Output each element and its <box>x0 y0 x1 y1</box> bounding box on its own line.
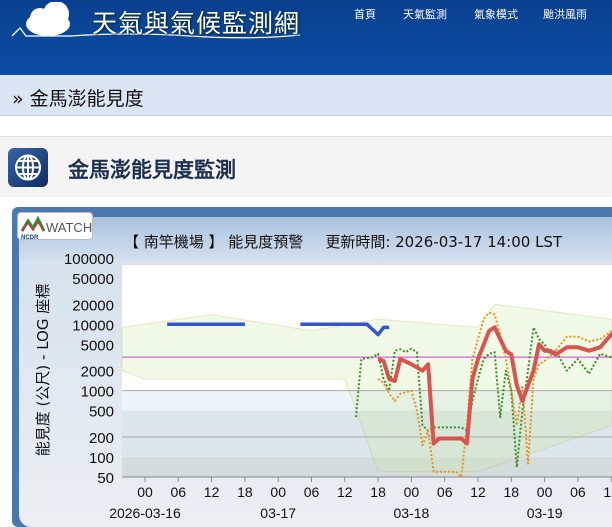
x-tick-label: 00 <box>537 484 553 500</box>
y-tick-label: 20000 <box>72 297 114 314</box>
site-header: 天氣與氣候監測網 首頁 天氣監測 氣象模式 颱洪風雨 <box>0 0 612 75</box>
band-100 <box>122 457 612 477</box>
y-tick-label: 500 <box>89 404 114 421</box>
globe-icon <box>8 148 48 187</box>
nav-weather-model[interactable]: 氣象模式 <box>474 8 518 21</box>
station-name: 【 南竿機場 】 能見度預警 <box>124 233 304 251</box>
y-tick-label: 100000 <box>64 251 114 268</box>
x-tick-label: 12 <box>337 484 353 500</box>
x-tick-label: 12 <box>603 484 612 500</box>
x-tick-label: 18 <box>370 484 386 500</box>
y-tick-label: 5000 <box>81 337 114 354</box>
x-tick-label: 06 <box>570 484 586 500</box>
y-tick-label: 10000 <box>72 317 114 334</box>
nav-typhoon-rain[interactable]: 颱洪風雨 <box>543 8 587 21</box>
band-1000 <box>122 390 612 411</box>
series-blue <box>300 322 390 337</box>
update-time: 更新時間: 2026-03-17 14:00 LST <box>325 233 563 251</box>
chart-title: 【 南竿機場 】 能見度預警 更新時間: 2026-03-17 14:00 LST <box>124 231 562 252</box>
x-tick-label: 06 <box>171 484 187 500</box>
x-tick-label: 12 <box>204 484 220 500</box>
cloud-logo-icon <box>11 2 300 39</box>
y-axis-label: 能見度 (公尺) - LOG 座標 <box>34 284 52 456</box>
y-tick-label: 1000 <box>81 384 114 401</box>
x-tick-label: 00 <box>137 484 153 500</box>
y-tick-label: 2000 <box>81 364 114 381</box>
breadcrumb: » 金馬澎能見度 <box>0 75 612 116</box>
logo-text: WATCH <box>46 220 92 235</box>
x-date-label: 03-19 <box>527 505 563 521</box>
site-title[interactable]: 天氣與氣候監測網 <box>92 9 301 38</box>
x-tick-label: 00 <box>270 484 286 500</box>
y-tick-label: 50 <box>97 470 114 487</box>
ensemble-envelope <box>121 303 612 473</box>
x-tick-label: 06 <box>304 484 320 500</box>
series-main <box>377 325 612 446</box>
x-tick-label: 00 <box>404 484 420 500</box>
section-title: 金馬澎能見度監測 <box>68 158 236 182</box>
x-date-label: 2026-03-16 <box>109 505 181 521</box>
ncdr-watch-logo: WATCH NCDR <box>17 212 93 241</box>
x-date-label: 03-17 <box>260 505 296 521</box>
section-header: 金馬澎能見度監測 <box>0 136 612 197</box>
nav-home[interactable]: 首頁 <box>354 8 376 21</box>
logo-sub: NCDR <box>21 235 39 241</box>
x-tick-label: 06 <box>437 484 453 500</box>
x-tick-label: 18 <box>237 484 253 500</box>
nav-weather-monitor[interactable]: 天氣監測 <box>403 8 447 21</box>
x-tick-label: 12 <box>470 484 486 500</box>
band-500 <box>122 410 612 458</box>
y-tick-label: 100 <box>89 450 114 467</box>
y-tick-label: 50000 <box>72 271 114 288</box>
x-date-label: 03-18 <box>393 505 429 521</box>
x-tick-label: 18 <box>504 484 520 500</box>
y-tick-label: 200 <box>89 430 114 447</box>
